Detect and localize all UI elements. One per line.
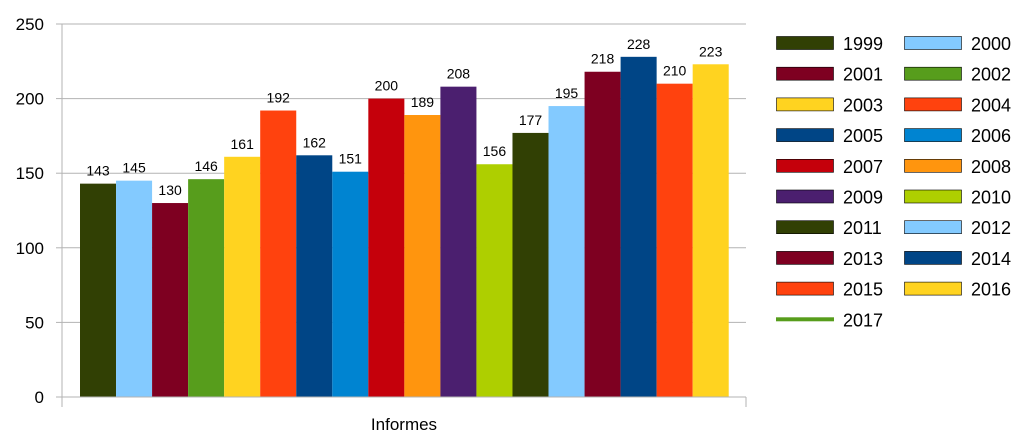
- bar-2016: [692, 64, 729, 397]
- legend: 1999 2000 2001 2002 2003 2004 2005 2006 2007 2008…: [776, 34, 1011, 330]
- legend-swatch-2003: [776, 97, 834, 112]
- legend-label-2015: 2015: [843, 280, 883, 300]
- legend-label-2009: 2009: [843, 188, 883, 208]
- legend-label-2016: 2016: [971, 280, 1011, 300]
- data-label-2011: 177: [519, 112, 543, 128]
- legend-swatch-2012: [904, 220, 962, 234]
- legend-swatch-2002: [904, 66, 962, 81]
- bar-2013: [584, 71, 621, 397]
- data-label-2008: 189: [411, 94, 435, 110]
- legend-label-2012: 2012: [971, 218, 1011, 238]
- legend-swatch-2016: [904, 281, 962, 296]
- bar-2003: [224, 156, 261, 397]
- legend-swatch-2017: [776, 317, 834, 322]
- data-label-2016: 223: [699, 43, 723, 59]
- legend-label-2005: 2005: [843, 126, 883, 146]
- bar-2005: [296, 155, 333, 397]
- legend-label-2008: 2008: [971, 157, 1011, 177]
- bar-2008: [404, 115, 441, 398]
- legend-label-2002: 2002: [971, 65, 1011, 85]
- legend-label-2017: 2017: [843, 310, 883, 330]
- bar-2012: [548, 106, 585, 397]
- data-label-2009: 208: [447, 66, 471, 82]
- legend-swatch-2015: [776, 281, 834, 296]
- bar-2002: [188, 179, 225, 397]
- bars: [80, 56, 729, 398]
- x-tick-label: Informes: [371, 415, 437, 434]
- legend-swatch-2008: [904, 159, 962, 173]
- bar-2009: [440, 86, 477, 397]
- legend-swatch-2007: [776, 159, 834, 173]
- data-label-2013: 218: [591, 51, 615, 67]
- bar-2000: [116, 180, 153, 397]
- data-label-2002: 146: [194, 158, 218, 174]
- legend-swatch-1999: [776, 36, 834, 50]
- legend-label-2007: 2007: [843, 157, 883, 177]
- data-label-2010: 156: [483, 143, 507, 159]
- y-tick-label: 150: [16, 164, 44, 183]
- legend-label-2014: 2014: [971, 249, 1011, 269]
- data-label-2001: 130: [158, 182, 182, 198]
- y-tick-label: 250: [16, 15, 44, 34]
- legend-label-2004: 2004: [971, 95, 1011, 115]
- legend-label-2003: 2003: [843, 95, 883, 115]
- data-labels: 143 145 130 146 161 192 162 151 200 189 208 156 177 1…: [86, 36, 722, 198]
- y-tick-label: 200: [16, 90, 44, 109]
- bar-2010: [476, 164, 513, 397]
- legend-label-2001: 2001: [843, 65, 883, 85]
- legend-label-2013: 2013: [843, 249, 883, 269]
- data-label-2006: 151: [339, 151, 363, 167]
- legend-swatch-2010: [904, 189, 962, 204]
- data-label-2014: 228: [627, 36, 651, 52]
- bar-2004: [260, 110, 297, 397]
- legend-swatch-2009: [776, 189, 834, 204]
- legend-swatch-2000: [904, 36, 962, 50]
- data-label-2007: 200: [375, 78, 399, 94]
- data-label-2003: 161: [231, 136, 255, 152]
- data-label-2012: 195: [555, 85, 579, 101]
- y-tick-labels: 0 50 100 150 200 250: [16, 15, 44, 407]
- bar-1999: [80, 183, 117, 397]
- y-tick-label: 100: [16, 239, 44, 258]
- legend-label-2011: 2011: [843, 218, 882, 238]
- data-label-1999: 143: [86, 163, 110, 179]
- bar-2006: [332, 171, 369, 397]
- bar-2001: [152, 203, 189, 397]
- legend-swatch-2005: [776, 128, 834, 142]
- data-label-2015: 210: [663, 63, 687, 79]
- legend-swatch-2004: [904, 97, 962, 112]
- data-label-2004: 192: [267, 90, 291, 106]
- legend-label-1999: 1999: [843, 34, 883, 54]
- legend-swatch-2011: [776, 220, 834, 234]
- bar-2015: [656, 83, 693, 398]
- y-tick-label: 50: [25, 313, 44, 332]
- axes: [61, 24, 746, 398]
- legend-swatch-2001: [776, 66, 834, 81]
- bar-2014: [620, 56, 657, 397]
- data-label-2005: 162: [303, 134, 327, 150]
- legend-swatch-2013: [776, 251, 834, 265]
- legend-swatch-2006: [904, 128, 962, 142]
- data-label-2000: 145: [122, 160, 146, 176]
- legend-swatch-2014: [904, 251, 962, 265]
- legend-label-2006: 2006: [971, 126, 1011, 146]
- bar-2007: [368, 98, 405, 397]
- legend-label-2000: 2000: [971, 34, 1011, 54]
- legend-label-2010: 2010: [971, 188, 1011, 208]
- bar-2011: [512, 132, 549, 397]
- y-tick-label: 0: [35, 388, 44, 407]
